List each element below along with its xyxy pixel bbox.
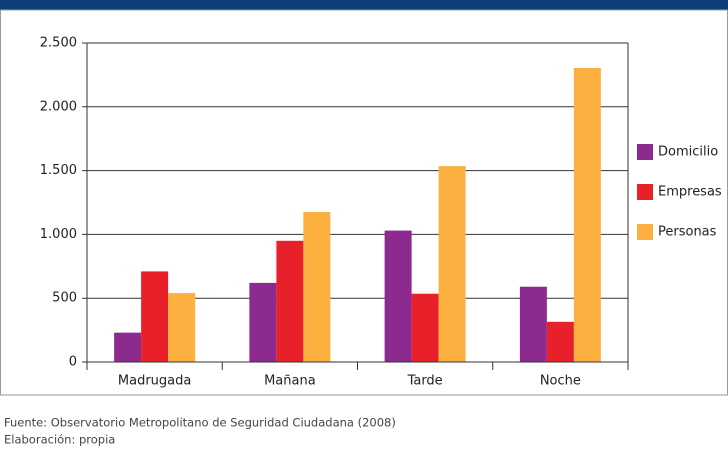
y-tick-label: 1.000 (40, 227, 77, 242)
x-tick-label: Noche (540, 374, 581, 389)
bar (384, 230, 412, 362)
legend-swatch (637, 184, 653, 200)
bar (303, 212, 331, 362)
legend-label: Domicilio (658, 145, 718, 160)
y-tick-label: 500 (52, 291, 77, 306)
bar (141, 271, 169, 362)
bar (114, 332, 142, 362)
y-tick-label: 1.500 (40, 163, 77, 178)
header-bar (0, 0, 728, 10)
bar (546, 321, 574, 362)
bar (438, 166, 466, 362)
legend-label: Personas (658, 225, 717, 240)
bar (276, 240, 304, 362)
y-tick-label: 2.000 (40, 99, 77, 114)
x-tick-label: Tarde (407, 374, 443, 389)
legend-swatch (637, 144, 653, 160)
x-tick-label: Madrugada (118, 374, 191, 389)
bar (573, 67, 601, 362)
bar (519, 286, 547, 362)
y-tick-label: 0 (69, 355, 77, 370)
bar (168, 293, 196, 362)
bar (411, 293, 439, 362)
y-tick-label: 2.500 (40, 36, 77, 51)
legend-swatch (637, 224, 653, 240)
bar (249, 282, 277, 362)
x-tick-label: Mañana (264, 374, 316, 389)
frame (0, 9, 728, 396)
source-note: Fuente: Observatorio Metropolitano de Se… (4, 416, 396, 430)
credit-note: Elaboración: propia (4, 433, 115, 447)
legend-label: Empresas (658, 185, 722, 200)
